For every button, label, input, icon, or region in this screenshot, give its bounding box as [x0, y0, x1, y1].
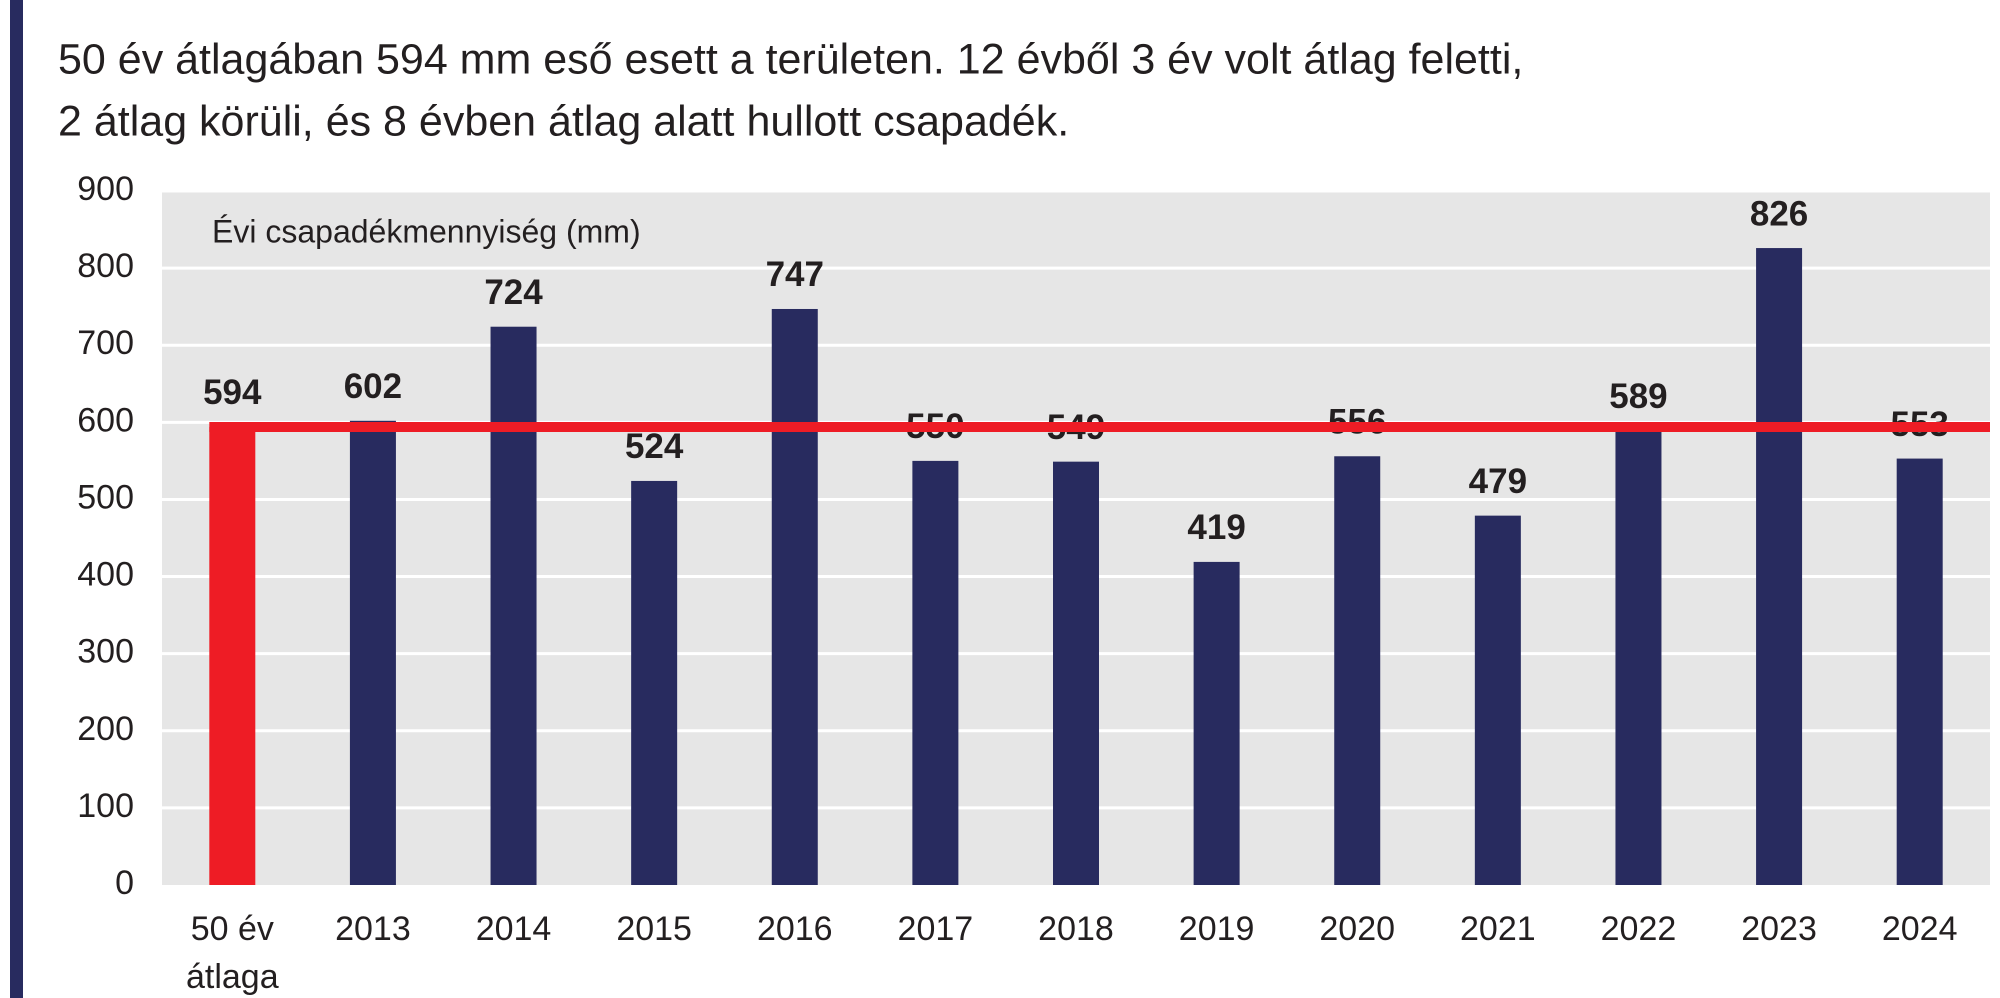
value-label: 747: [766, 255, 824, 294]
value-label: 589: [1609, 377, 1667, 416]
x-tick-label: 2014: [475, 910, 552, 948]
x-tick-label: 2024: [1881, 910, 1958, 948]
value-label: 826: [1750, 194, 1808, 233]
bar: [1615, 430, 1662, 885]
bar: [1053, 461, 1099, 885]
y-tick-label: 300: [77, 633, 134, 671]
value-label: 594: [203, 373, 262, 412]
bar: [1756, 248, 1803, 885]
value-label: 524: [625, 427, 684, 466]
x-tick-label: 2015: [616, 910, 692, 948]
y-tick-label: 400: [77, 556, 134, 594]
y-tick-label: 100: [77, 787, 134, 825]
y-tick-label: 500: [77, 478, 134, 516]
bar: [349, 420, 396, 885]
value-label: 724: [484, 273, 543, 312]
x-tick-label: 50 év átlaga: [185, 910, 279, 996]
bar: [1896, 458, 1943, 885]
x-tick-label: 2019: [1178, 910, 1255, 948]
value-label: 602: [344, 367, 402, 406]
bar: [1334, 456, 1381, 885]
y-tick-label: 200: [77, 710, 134, 748]
chart-title: 50 év átlagában 594 mm eső esett a terül…: [58, 35, 1523, 83]
bar: [912, 460, 959, 885]
x-tick-label: 2021: [1460, 910, 1536, 948]
value-label: 479: [1469, 462, 1527, 501]
bar: [1193, 561, 1240, 885]
y-axis-label: Évi csapadékmennyiség (mm): [212, 213, 641, 249]
x-tick-label: 2022: [1600, 910, 1677, 948]
y-tick-label: 0: [115, 864, 134, 902]
x-tick-label: 2020: [1319, 910, 1396, 948]
y-tick-label: 700: [77, 324, 134, 362]
x-tick-label: 2013: [335, 910, 411, 948]
accent-bar: [10, 0, 23, 998]
bar: [1474, 515, 1521, 885]
bar: [771, 308, 818, 886]
y-tick-label: 900: [77, 170, 134, 208]
x-tick-label: 2016: [756, 910, 833, 948]
y-tick-label: 800: [77, 247, 134, 285]
x-tick-label: 2017: [897, 910, 974, 948]
bar: [631, 480, 678, 885]
bar: [490, 326, 537, 885]
x-tick-label: 2018: [1038, 910, 1114, 948]
chart-subtitle: 2 átlag körüli, és 8 évben átlag alatt h…: [58, 97, 1069, 145]
y-tick-label: 600: [77, 401, 134, 439]
bar: [209, 426, 256, 885]
x-tick-label: 2023: [1741, 910, 1817, 948]
value-label: 419: [1187, 508, 1245, 547]
